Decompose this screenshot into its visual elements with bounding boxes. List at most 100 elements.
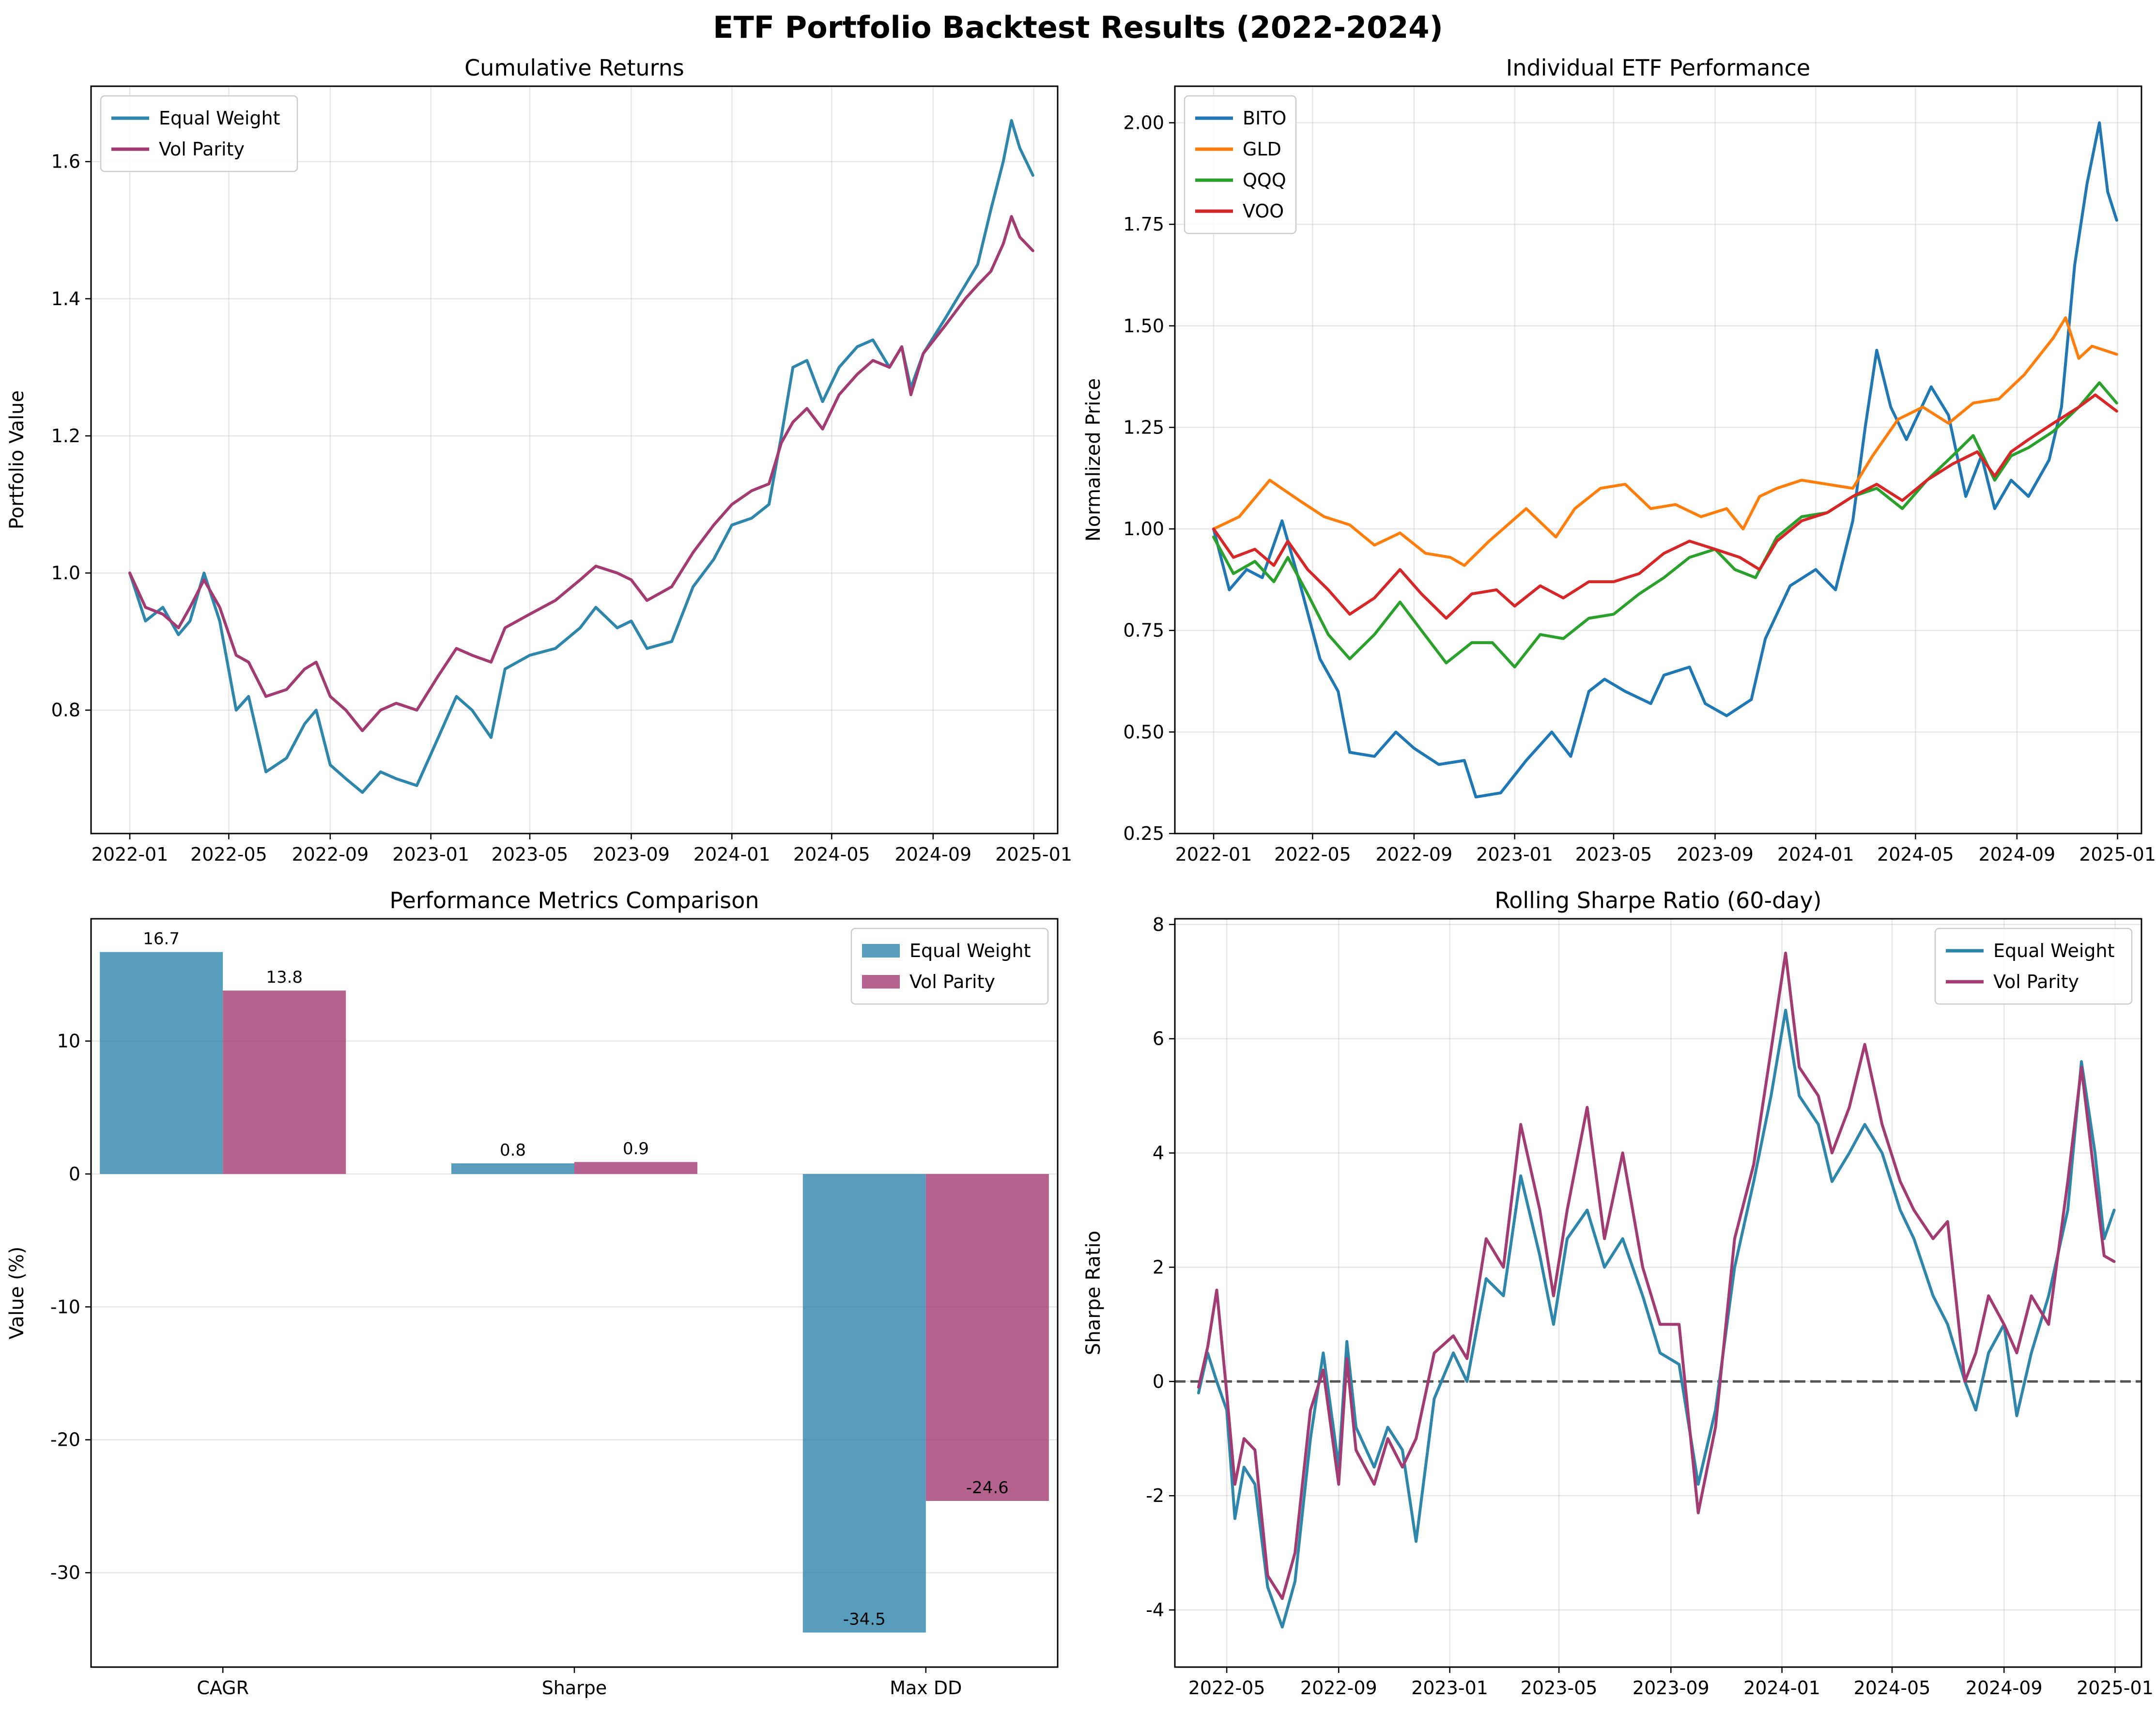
legend: Equal Weight Vol Parity (100, 95, 298, 172)
bar-equal-weight-cagr (100, 952, 223, 1174)
bar-value-label: -24.6 (966, 1478, 1009, 1498)
plot-area (128, 119, 1034, 794)
panel-title: Cumulative Returns (464, 55, 684, 81)
bar-vol-parity-max-dd (925, 1174, 1049, 1501)
y-tick-label: 2.00 (1123, 112, 1164, 133)
panel-title: Individual ETF Performance (1506, 55, 1810, 81)
y-tick-label: 0.25 (1123, 823, 1164, 844)
axes-frame (90, 85, 1059, 835)
panel-title: Rolling Sharpe Ratio (60-day) (1494, 887, 1821, 913)
legend-box (1934, 928, 2133, 1005)
metrics-comparison-panel: Performance Metrics Comparison Value (%)… (6, 887, 1059, 1699)
x-tick-label: 2023-05 (1575, 844, 1652, 865)
x-tick-label: 2022-09 (292, 844, 369, 865)
y-tick-label: 0.75 (1123, 620, 1164, 641)
x-tick-label: 2024-01 (1743, 1677, 1820, 1699)
x-tick-label: 2024-09 (1966, 1677, 2043, 1699)
y-tick-label: 1.50 (1123, 315, 1164, 337)
y-tick-label: -4 (1146, 1599, 1164, 1621)
bar-value-label: 16.7 (143, 929, 180, 949)
x-tick-label: 2022-09 (1300, 1677, 1377, 1699)
x-tick-label: 2024-01 (693, 844, 770, 865)
axis-ticks: 0.8 1.0 1.2 1.4 1.6 2022-01 2022-05 2022-09 2023… (51, 85, 1072, 865)
y-tick-label: 0 (1153, 1371, 1164, 1392)
y-tick-label: 6 (1153, 1028, 1164, 1050)
y-axis-label: Portfolio Value (6, 390, 28, 529)
series-line-qqq (1212, 381, 2118, 669)
legend-entry-label: GLD (1243, 139, 1281, 160)
bar-equal-weight-sharpe (451, 1163, 574, 1174)
x-tick-label: 2023-01 (1476, 844, 1553, 865)
y-axis-label: Normalized Price (1082, 378, 1105, 541)
x-tick-label: 2022-09 (1376, 844, 1453, 865)
plot-area (1212, 121, 2118, 799)
bar-value-label: 0.9 (623, 1139, 649, 1159)
bar-value-label: -34.5 (843, 1610, 886, 1629)
legend-entry-label: VOO (1243, 201, 1284, 222)
y-tick-label: 1.2 (51, 425, 80, 447)
series-line-vol-parity (1197, 951, 2116, 1600)
y-tick-label: 0 (69, 1163, 80, 1185)
y-tick-label: -20 (50, 1429, 80, 1451)
bar-value-label: 13.8 (266, 968, 303, 987)
x-tick-label: 2024-05 (1854, 1677, 1931, 1699)
x-tick-label: 2022-01 (1175, 844, 1252, 865)
y-tick-label: 10 (57, 1030, 80, 1051)
x-tick-label: 2023-05 (1521, 1677, 1598, 1699)
grid (1175, 919, 2141, 1667)
x-tick-label: 2024-05 (793, 844, 870, 865)
y-axis-label: Value (%) (6, 1247, 28, 1340)
bar-value-label: 0.8 (500, 1141, 526, 1160)
legend: BITO GLD QQQ VOO (1184, 95, 1297, 234)
x-tick-label: 2024-05 (1877, 844, 1954, 865)
x-tick-label: 2023-05 (492, 844, 569, 865)
legend-entry-label: Equal Weight (159, 108, 280, 129)
x-tick-label: CAGR (197, 1677, 249, 1699)
y-tick-label: 1.4 (51, 288, 80, 309)
legend-entry-label: Vol Parity (159, 139, 245, 160)
x-tick-label: 2023-01 (392, 844, 469, 865)
y-axis-label: Sharpe Ratio (1082, 1231, 1105, 1355)
legend-entry-label: Vol Parity (909, 971, 995, 992)
x-tick-label: 2023-01 (1411, 1677, 1488, 1699)
legend-entry-label: Vol Parity (1993, 971, 2079, 992)
x-tick-label: Sharpe (542, 1677, 607, 1699)
legend-entry-label: QQQ (1243, 170, 1286, 191)
y-tick-label: -2 (1146, 1485, 1164, 1506)
y-tick-label: 1.00 (1123, 518, 1164, 540)
plot-area (1175, 951, 2141, 1629)
y-tick-label: 1.0 (51, 562, 80, 584)
bar-equal-weight-max-dd (802, 1174, 926, 1633)
legend: Equal Weight Vol Parity (1934, 928, 2133, 1005)
plot-area: 16.7 0.8 -34.5 13.8 0.9 -24.6 (100, 929, 1049, 1633)
individual-etf-panel: Individual ETF Performance Normalized Pr… (1082, 55, 2156, 865)
grid (91, 86, 1058, 834)
axis-ticks: 0.25 0.50 0.75 1.00 1.25 1.50 1.75 2.00 2022-01 2… (1123, 85, 2156, 865)
y-tick-label: -30 (50, 1562, 80, 1583)
rolling-sharpe-panel: Rolling Sharpe Ratio (60-day) Sharpe Rat… (1082, 887, 2154, 1699)
x-tick-label: 2022-05 (190, 844, 267, 865)
legend-swatch (862, 944, 900, 958)
axes-frame (90, 918, 1059, 1668)
legend-entry-label: Equal Weight (1993, 940, 2115, 961)
series-line-gld (1212, 316, 2118, 567)
legend-box (100, 95, 298, 172)
y-tick-label: 4 (1153, 1143, 1164, 1164)
legend-entry-label: Equal Weight (909, 940, 1031, 961)
x-tick-label: 2023-09 (1632, 1677, 1709, 1699)
legend-box (850, 928, 1049, 1005)
x-tick-label: 2023-09 (1677, 844, 1754, 865)
axis-ticks: -30 -20 -10 0 10 CAGR Sharpe Max DD (50, 918, 1059, 1699)
y-tick-label: 1.25 (1123, 417, 1164, 438)
x-tick-label: 2025-01 (2079, 844, 2156, 865)
axis-ticks: -4 -2 0 2 4 6 8 2022-05 2022-09 2023-01 2023-05 202… (1146, 914, 2154, 1699)
legend-entry-label: BITO (1243, 108, 1286, 129)
x-tick-label: 2025-01 (2077, 1677, 2154, 1699)
x-tick-label: 2024-09 (1978, 844, 2055, 865)
y-tick-label: 0.50 (1123, 721, 1164, 742)
axes-frame (1174, 85, 2142, 835)
y-tick-label: -10 (50, 1296, 80, 1317)
y-tick-label: 2 (1153, 1256, 1164, 1278)
